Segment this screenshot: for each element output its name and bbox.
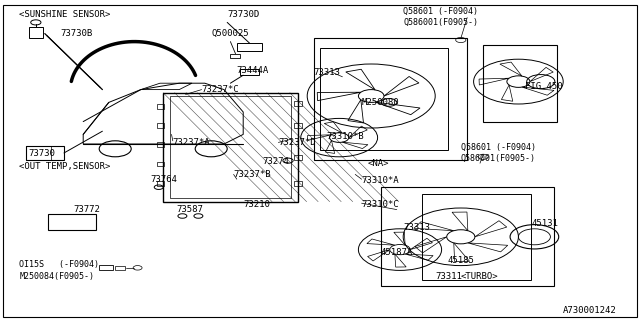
Text: 73313: 73313 [314,68,340,76]
Bar [115,266,125,270]
Text: Q58601 (-F0904): Q58601 (-F0904) [403,7,478,16]
Text: 73772: 73772 [74,205,100,214]
Bar [48,214,96,230]
Bar [483,45,557,122]
Bar [237,43,262,51]
Bar [230,54,240,58]
Bar [157,162,164,166]
Bar [157,181,164,186]
Text: 45187A: 45187A [381,248,413,257]
Text: 73313: 73313 [403,223,430,232]
Text: 73310*A: 73310*A [362,176,399,185]
Text: OI15S   (-F0904): OI15S (-F0904) [19,260,99,268]
Text: 73730B: 73730B [61,29,93,38]
Text: 73237*C: 73237*C [202,85,239,94]
Text: <NA>: <NA> [368,159,390,168]
Bar [314,38,467,160]
Text: <TURBO>: <TURBO> [461,272,499,281]
Bar [294,101,302,106]
Bar [157,104,164,109]
Bar [381,187,554,286]
Text: 73274: 73274 [262,157,289,166]
Text: Q58601 (-F0904): Q58601 (-F0904) [461,143,536,152]
Bar [294,123,302,128]
Text: 73237*B: 73237*B [234,170,271,179]
Bar [294,155,302,160]
Text: Q586001(F0905-): Q586001(F0905-) [403,18,478,27]
Text: 73310*B: 73310*B [326,132,364,140]
Text: 73210: 73210 [243,200,270,209]
Text: FIG.450: FIG.450 [525,82,563,91]
Bar [29,27,43,38]
Text: 73310*C: 73310*C [362,200,399,209]
Bar [99,265,113,270]
Bar [422,194,531,280]
Text: 73587: 73587 [176,205,203,214]
Text: 45131: 45131 [531,220,558,228]
Text: Q500025: Q500025 [211,29,249,38]
Bar [26,146,51,160]
Text: <OUT TEMP,SENSOR>: <OUT TEMP,SENSOR> [19,162,111,171]
Text: A730001242: A730001242 [563,306,617,315]
Bar [240,69,259,75]
Bar [26,146,64,160]
Text: 45185: 45185 [448,256,475,265]
Bar [320,48,448,150]
Text: 73730: 73730 [29,149,56,158]
Text: 73764: 73764 [150,175,177,184]
Text: 73730D: 73730D [227,10,259,19]
Text: M250084(F0905-): M250084(F0905-) [19,272,94,281]
Text: 73237*A: 73237*A [173,138,211,147]
Bar [294,181,302,186]
Text: Q586001(F0905-): Q586001(F0905-) [461,154,536,163]
Text: 73444A: 73444A [237,66,269,75]
Bar [157,142,164,147]
Bar [163,93,298,202]
Text: <SUNSHINE SENSOR>: <SUNSHINE SENSOR> [19,10,111,19]
Text: 73237*D: 73237*D [278,138,316,147]
Bar [157,123,164,128]
Text: 73311: 73311 [435,272,462,281]
Bar [170,96,291,198]
Text: M250080: M250080 [362,98,399,107]
